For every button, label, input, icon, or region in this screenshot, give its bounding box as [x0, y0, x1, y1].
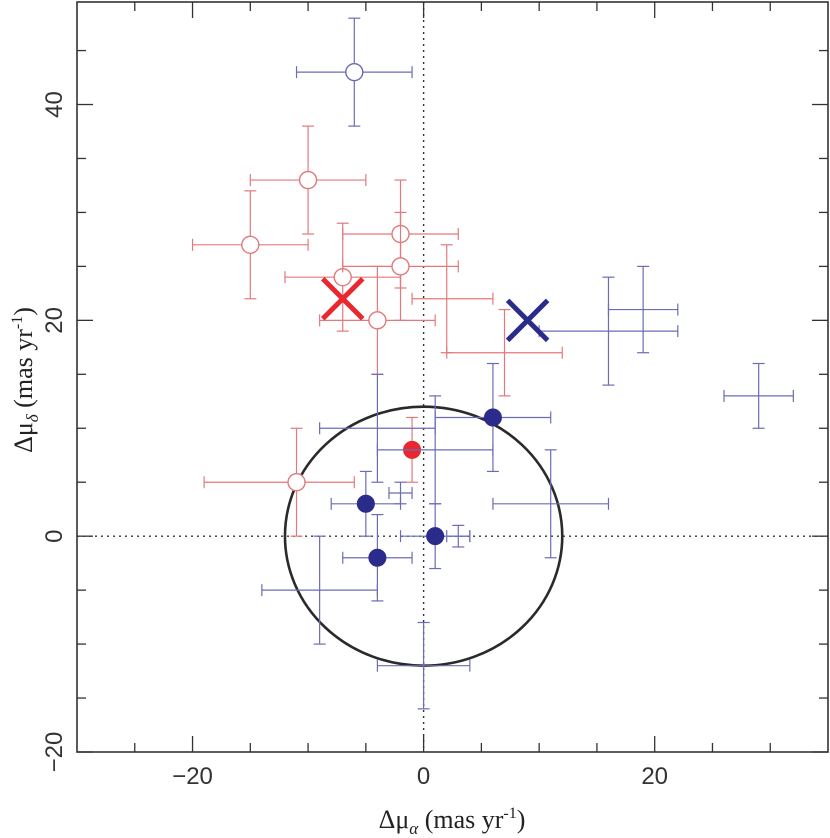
x-tick-label: 20 — [641, 763, 668, 790]
filled-circle-point — [368, 548, 387, 567]
cross-marker — [505, 298, 550, 343]
x-tick-label: −20 — [172, 763, 213, 790]
open-circle-point — [287, 473, 306, 492]
open-circle-point — [391, 257, 410, 276]
y-tick-label: 20 — [41, 307, 68, 334]
y-tick-label: −20 — [41, 732, 68, 773]
x-axis-title: Δμα (mas yr-1) — [379, 805, 526, 838]
x-tick-label: 0 — [417, 763, 430, 790]
filled-circle-point — [483, 408, 502, 427]
y-tick-label: 40 — [41, 91, 68, 118]
open-circle-point — [368, 311, 387, 330]
y-axis-title: Δμδ (mas yr-1) — [9, 307, 42, 453]
open-circle-point — [298, 170, 318, 190]
open-circle-point — [241, 235, 260, 255]
filled-circle-point — [356, 494, 375, 513]
cross-marker — [320, 276, 365, 321]
open-circle-point — [345, 62, 364, 82]
filled-circle-point — [426, 527, 445, 546]
plot-frame — [76, 1, 829, 753]
plot-area: −20 0 20 −20 0 20 40 — [41, 1, 829, 790]
y-tick-label: 0 — [41, 529, 68, 542]
